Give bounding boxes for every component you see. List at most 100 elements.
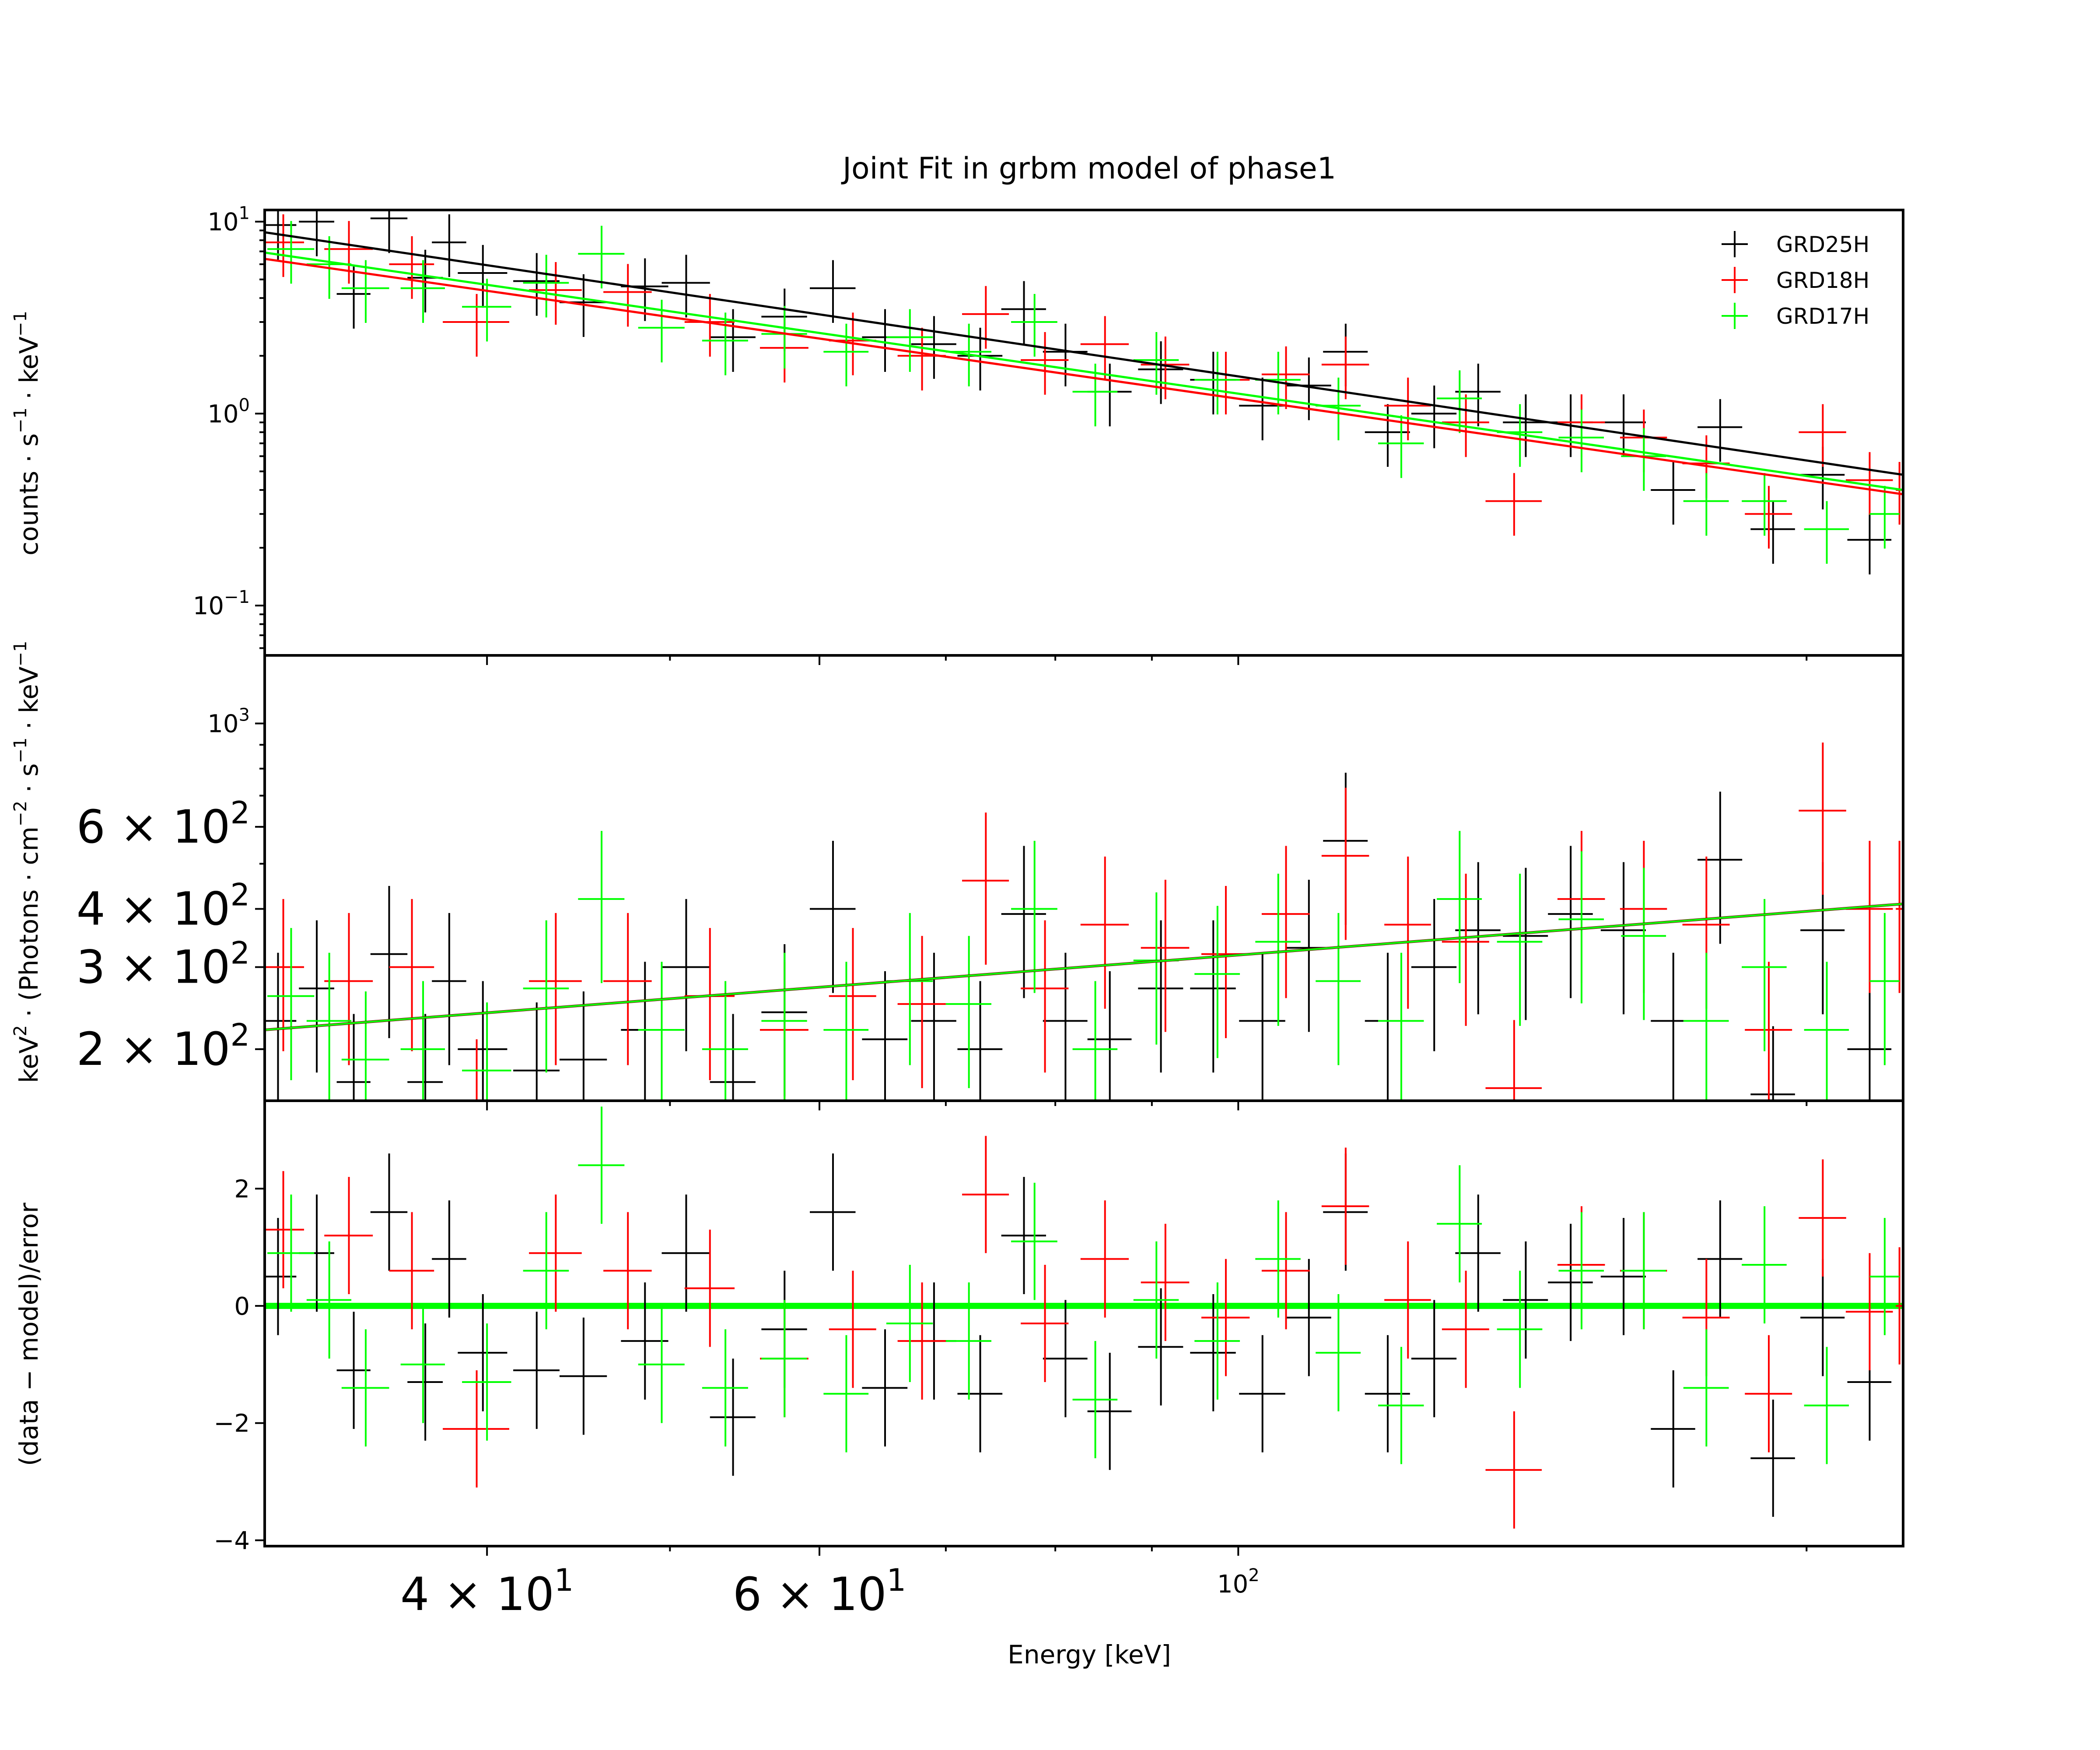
data-point — [1365, 1335, 1410, 1452]
data-point — [578, 226, 625, 289]
data-point — [603, 264, 652, 327]
data-point — [299, 920, 334, 1073]
data-point — [1503, 1241, 1548, 1359]
data-point — [1600, 862, 1646, 1015]
data-point — [306, 952, 352, 1101]
data-point — [1455, 364, 1501, 427]
data-point — [862, 971, 908, 1101]
data-point — [1745, 962, 1792, 1101]
data-point — [1138, 341, 1183, 404]
data-point — [1138, 1288, 1183, 1406]
chart-title: Joint Fit in grbm model of phase1 — [841, 151, 1336, 186]
data-point — [407, 1014, 443, 1101]
data-point — [1201, 1259, 1250, 1376]
series-GRD25H — [265, 210, 1892, 575]
data-point — [1080, 856, 1129, 1009]
data-point — [389, 1212, 434, 1330]
data-point — [1021, 1265, 1069, 1382]
y-tick-label: 101 — [207, 203, 250, 237]
data-point — [1799, 1159, 1846, 1277]
data-point — [462, 279, 511, 342]
data-point — [1437, 1165, 1482, 1283]
data-point — [432, 214, 466, 277]
data-point — [710, 1014, 756, 1101]
data-point — [810, 840, 856, 993]
data-point — [1799, 404, 1846, 467]
data-point — [1558, 410, 1604, 472]
data-point — [336, 1014, 371, 1101]
data-point — [1286, 1259, 1331, 1376]
data-point — [336, 1312, 371, 1429]
data-point — [462, 1323, 511, 1441]
data-point — [710, 1358, 756, 1476]
data-point — [1021, 920, 1069, 1073]
data-point — [911, 316, 956, 379]
data-point — [1683, 952, 1729, 1101]
x-axis-label: Energy [keV] — [1008, 1640, 1171, 1670]
data-point — [761, 1300, 807, 1418]
data-point — [432, 913, 466, 1065]
data-point — [1845, 452, 1893, 515]
model-line-GRD25H — [265, 231, 1903, 476]
data-point — [370, 210, 408, 253]
data-point — [1072, 1341, 1118, 1459]
data-point — [265, 214, 304, 277]
data-point — [1600, 1218, 1646, 1335]
model-line-unfolded — [265, 903, 1903, 1031]
data-point — [957, 981, 1003, 1101]
data-point — [1455, 1194, 1501, 1312]
data-point — [1321, 1148, 1369, 1265]
data-point — [1043, 1300, 1088, 1418]
y-tick-label: 103 — [207, 705, 250, 738]
x-tick-label: 6 × 101 — [733, 1562, 906, 1621]
data-point — [1503, 394, 1548, 457]
data-point — [603, 1212, 652, 1330]
data-point — [1316, 1294, 1361, 1411]
data-point — [443, 1370, 509, 1488]
data-point — [662, 255, 710, 318]
y-tick-label: 10−1 — [193, 587, 250, 620]
data-point — [662, 899, 710, 1051]
data-point — [1800, 1259, 1845, 1376]
data-point — [1239, 1335, 1285, 1452]
data-point — [1804, 1347, 1849, 1464]
data-point — [1742, 473, 1787, 536]
data-point — [432, 1200, 466, 1318]
data-point — [578, 831, 625, 984]
data-point — [267, 928, 315, 1080]
data-point — [341, 260, 389, 323]
data-point — [1742, 1206, 1787, 1323]
y-tick-label: 0 — [234, 1292, 250, 1321]
data-point — [1384, 1241, 1431, 1359]
data-point — [886, 1265, 933, 1382]
data-point — [1072, 981, 1118, 1101]
y-tick-label: −4 — [214, 1527, 250, 1555]
data-point — [1321, 788, 1369, 940]
y-tick-label: 2 — [234, 1175, 250, 1204]
data-point — [523, 255, 569, 318]
data-point — [1194, 906, 1240, 1058]
data-point — [476, 1039, 478, 1101]
data-point — [662, 1194, 710, 1312]
data-point — [513, 1002, 560, 1101]
data-point — [897, 936, 946, 1088]
model-line-GRD18H — [265, 258, 1903, 496]
data-point — [810, 260, 856, 323]
data-point — [761, 952, 807, 1101]
data-point — [370, 1153, 408, 1271]
data-point — [962, 1136, 1009, 1253]
data-point — [1411, 1300, 1457, 1418]
data-point — [1080, 1200, 1129, 1318]
data-point — [1651, 462, 1695, 525]
y-tick-label: 100 — [207, 395, 250, 428]
y-axis-label-unfolded: keV2 · (Photons · cm−2 · s−1 · keV−1 — [10, 640, 44, 1083]
data-point — [529, 1194, 582, 1312]
data-point — [1621, 868, 1666, 1020]
data-point — [1869, 486, 1900, 549]
data-point — [529, 262, 582, 325]
data-point — [1378, 415, 1424, 478]
